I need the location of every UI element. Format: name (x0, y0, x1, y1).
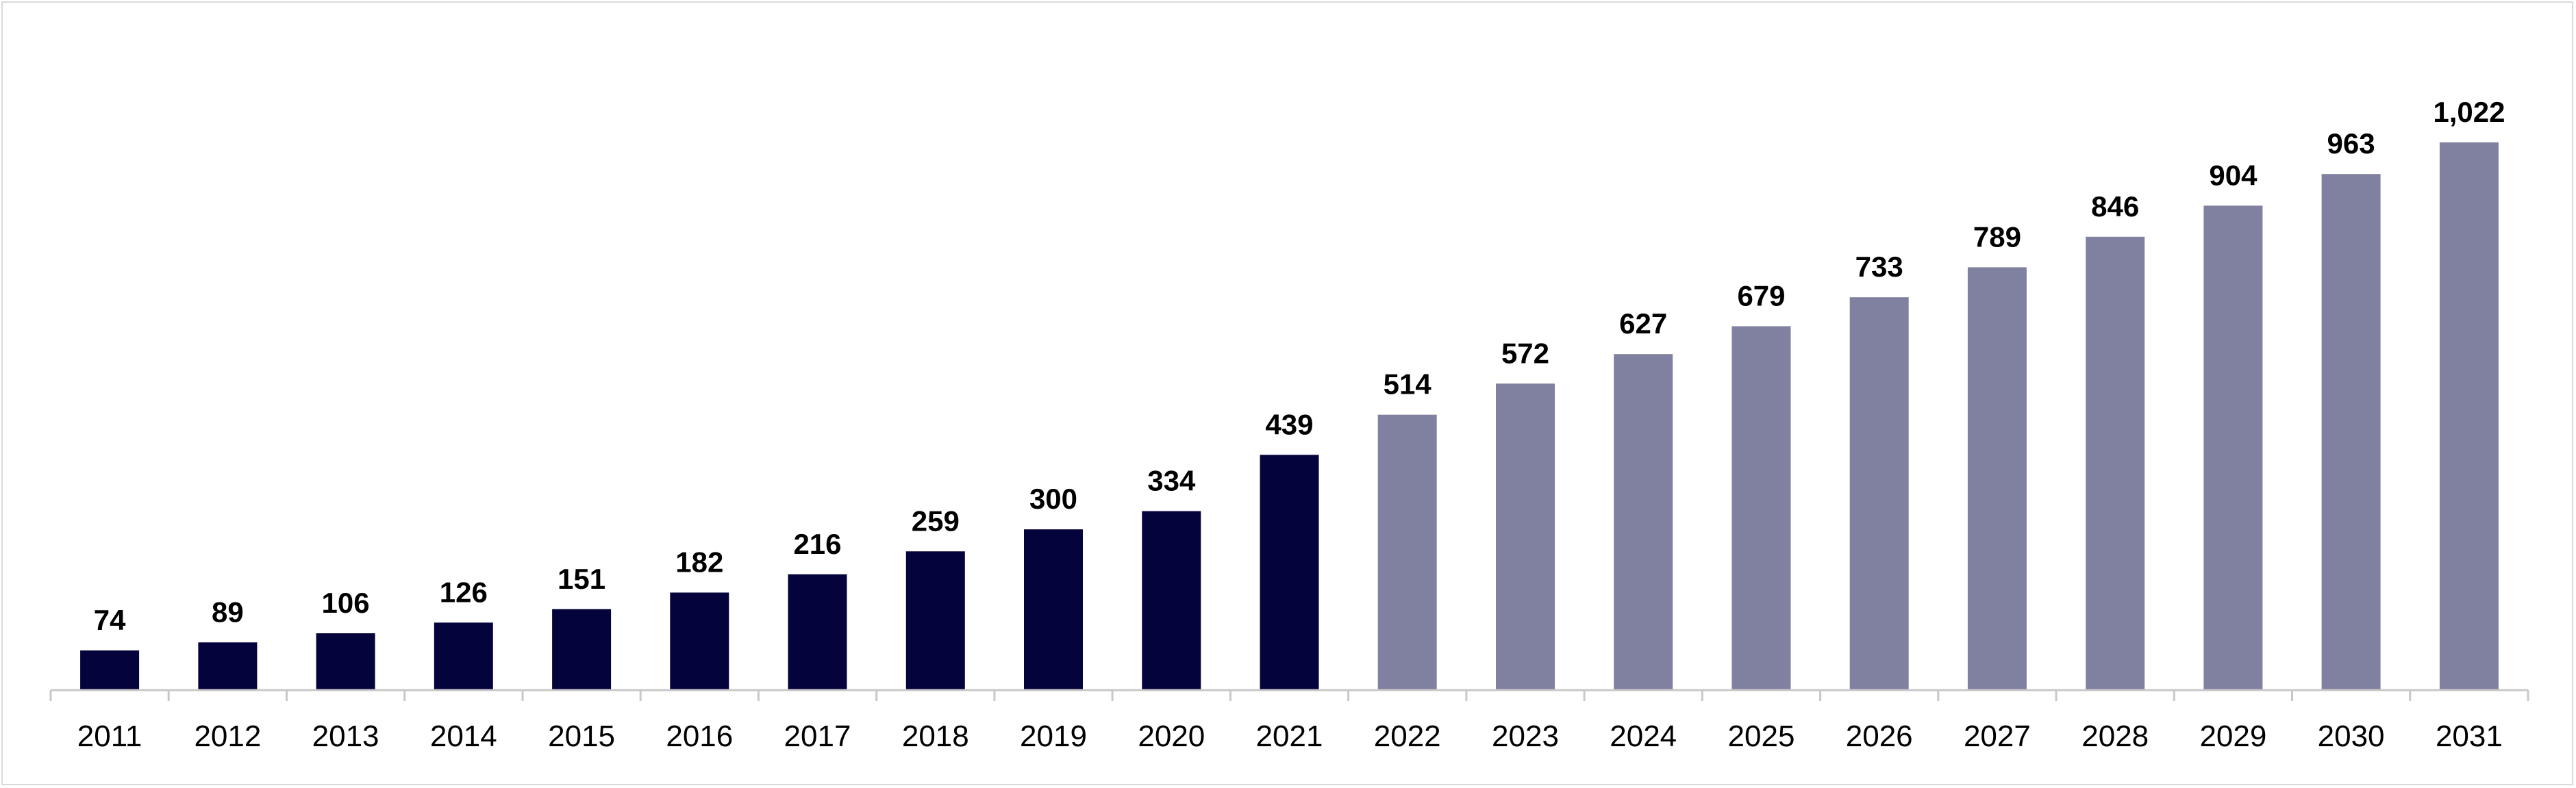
bar-2021 (1260, 455, 1319, 690)
bar-2020 (1142, 511, 1201, 690)
bar-2015 (552, 609, 612, 690)
data-label-2022: 514 (1384, 368, 1432, 401)
bar-2023 (1496, 383, 1555, 690)
bar-2028 (2086, 236, 2145, 690)
data-labels-layer: 74 89 106 126 151 182 216 259 300 334 439 514 572 627… (94, 96, 2505, 636)
x-tick-label-2015: 2015 (548, 720, 615, 753)
x-tick-label-2023: 2023 (1492, 720, 1559, 753)
x-tick-label-2016: 2016 (666, 720, 733, 753)
x-axis: 2011 2012 2013 2014 2015 2016 2017 2018 2019 2020… (49, 689, 2529, 753)
data-label-2030: 963 (2327, 127, 2375, 160)
data-label-2012: 89 (212, 596, 244, 628)
data-label-2013: 106 (322, 587, 370, 619)
bar-2030 (2321, 174, 2381, 690)
data-label-2014: 126 (440, 576, 488, 608)
bar-2031 (2439, 142, 2499, 690)
data-label-2016: 182 (675, 546, 723, 579)
bar-2018 (905, 551, 965, 690)
x-tick-label-2011: 2011 (77, 720, 142, 753)
bar-2029 (2203, 205, 2263, 690)
data-label-2031: 1,022 (2433, 96, 2505, 128)
x-tick-label-2018: 2018 (902, 720, 969, 753)
bar-chart: 74 89 106 126 151 182 216 259 300 334 439 514 572 627… (49, 96, 2529, 753)
x-tick-label-2029: 2029 (2199, 720, 2266, 753)
data-label-2028: 846 (2091, 190, 2139, 223)
data-label-2023: 572 (1501, 337, 1549, 369)
x-tick-label-2024: 2024 (1610, 720, 1677, 753)
bar-2016 (670, 592, 729, 690)
data-label-2011: 74 (94, 604, 126, 636)
data-label-2017: 216 (793, 528, 841, 560)
data-label-2026: 733 (1855, 251, 1903, 283)
x-tick-label-2027: 2027 (1964, 720, 2031, 753)
bar-2022 (1377, 414, 1437, 690)
x-tick-label-2013: 2013 (312, 720, 379, 753)
data-label-2015: 151 (558, 563, 605, 595)
data-label-2029: 904 (2209, 159, 2258, 191)
bar-2024 (1614, 354, 1673, 690)
x-tick-label-2026: 2026 (1846, 720, 1913, 753)
data-label-2025: 679 (1737, 280, 1785, 312)
data-label-2024: 627 (1619, 307, 1667, 340)
x-tick-label-2022: 2022 (1374, 720, 1441, 753)
data-label-2021: 439 (1265, 408, 1313, 440)
x-tick-label-2028: 2028 (2081, 720, 2149, 753)
data-label-2027: 789 (1973, 220, 2021, 253)
x-tick-label-2012: 2012 (194, 720, 261, 753)
x-tick-label-2030: 2030 (2318, 720, 2385, 753)
data-label-2018: 259 (912, 505, 960, 537)
bars-layer (80, 142, 2499, 690)
x-tick-label-2025: 2025 (1728, 720, 1795, 753)
bar-2013 (316, 633, 375, 690)
x-tick-label-2020: 2020 (1138, 720, 1205, 753)
data-label-2020: 334 (1147, 465, 1196, 497)
x-tick-label-2019: 2019 (1020, 720, 1087, 753)
x-tick-label-2031: 2031 (2436, 720, 2503, 753)
bar-2026 (1849, 297, 1909, 690)
bar-2019 (1024, 529, 1083, 690)
bar-2017 (788, 574, 847, 690)
bar-2025 (1731, 326, 1791, 690)
x-tick-label-2021: 2021 (1256, 720, 1323, 753)
data-label-2019: 300 (1029, 483, 1077, 515)
x-tick-label-2017: 2017 (784, 720, 851, 753)
x-tick-label-2014: 2014 (430, 720, 497, 753)
bar-2011 (80, 650, 140, 690)
bar-2014 (434, 622, 493, 690)
bar-2012 (198, 642, 258, 690)
bar-2027 (1967, 267, 2027, 690)
